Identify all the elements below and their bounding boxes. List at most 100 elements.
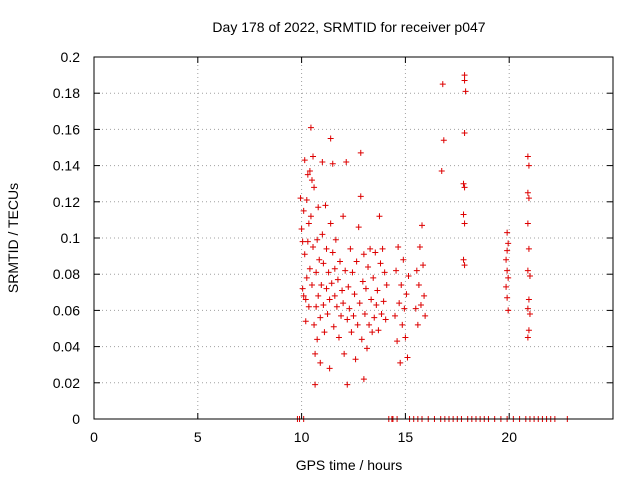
- data-point: [329, 160, 336, 167]
- data-point: [392, 312, 399, 319]
- x-tick-label: 0: [90, 429, 98, 445]
- data-point: [312, 381, 319, 388]
- data-point: [503, 256, 510, 263]
- data-point: [327, 220, 334, 227]
- data-point: [354, 321, 361, 328]
- data-point: [327, 135, 334, 142]
- data-point: [315, 292, 322, 299]
- data-point: [299, 238, 306, 245]
- y-tick-label: 0: [72, 411, 80, 427]
- data-point: [504, 294, 511, 301]
- data-point: [413, 267, 420, 274]
- data-point: [359, 278, 366, 285]
- data-point: [404, 354, 411, 361]
- plot-frame: [93, 56, 614, 420]
- data-point: [396, 300, 403, 307]
- y-tick-label: 0.04: [53, 339, 80, 355]
- data-point: [395, 244, 402, 251]
- data-point: [505, 274, 512, 281]
- data-point: [339, 287, 346, 294]
- data-point: [342, 267, 349, 274]
- y-tick-label: 0.02: [53, 375, 80, 391]
- data-point: [414, 321, 421, 328]
- data-point: [340, 213, 347, 220]
- x-tick-label: 20: [501, 429, 517, 445]
- data-point: [299, 285, 306, 292]
- data-point: [398, 282, 405, 289]
- data-point: [316, 256, 323, 263]
- data-point: [400, 256, 407, 263]
- x-tick-label: 5: [194, 429, 202, 445]
- data-point: [323, 285, 330, 292]
- y-tick-label: 0.18: [53, 85, 80, 101]
- data-points: [294, 72, 571, 422]
- data-point: [460, 180, 467, 187]
- data-point: [366, 321, 373, 328]
- data-point: [373, 301, 380, 308]
- data-point: [397, 359, 404, 366]
- data-point: [365, 263, 372, 270]
- data-point: [362, 285, 369, 292]
- data-point: [300, 207, 307, 214]
- data-point: [322, 202, 329, 209]
- data-point: [376, 213, 383, 220]
- data-point: [503, 283, 510, 290]
- data-point: [355, 224, 362, 231]
- data-point: [374, 287, 381, 294]
- data-point: [524, 305, 531, 312]
- data-point: [326, 296, 333, 303]
- data-point: [324, 311, 331, 318]
- data-point: [312, 350, 319, 357]
- data-point: [338, 312, 345, 319]
- data-point: [382, 316, 389, 323]
- data-point: [306, 265, 313, 272]
- data-point: [526, 311, 533, 318]
- data-point: [304, 171, 311, 178]
- data-point: [343, 158, 350, 165]
- data-point: [460, 256, 467, 263]
- data-point: [357, 193, 364, 200]
- data-point: [298, 225, 305, 232]
- data-point: [504, 229, 511, 236]
- data-point: [321, 329, 328, 336]
- data-point: [329, 249, 336, 256]
- data-point: [301, 157, 308, 164]
- data-point: [332, 236, 339, 243]
- data-point: [337, 258, 344, 265]
- data-point: [310, 244, 317, 251]
- data-point: [383, 282, 390, 289]
- data-point: [350, 312, 357, 319]
- data-point: [305, 220, 312, 227]
- x-tick-label: 15: [398, 429, 414, 445]
- data-point: [462, 88, 469, 95]
- data-point: [326, 365, 333, 372]
- data-point: [421, 292, 428, 299]
- data-point: [412, 305, 419, 312]
- y-tick-label: 0.08: [53, 266, 80, 282]
- data-point: [369, 329, 376, 336]
- data-point: [415, 282, 422, 289]
- data-point: [341, 350, 348, 357]
- y-tick-label: 0.06: [53, 302, 80, 318]
- y-tick-label: 0.14: [53, 158, 80, 174]
- data-point: [311, 184, 318, 191]
- grid-lines: [94, 57, 613, 419]
- data-point: [353, 258, 360, 265]
- data-point: [402, 334, 409, 341]
- data-point: [399, 321, 406, 328]
- data-point: [403, 291, 410, 298]
- data-point: [308, 177, 315, 184]
- data-point: [301, 251, 308, 258]
- data-point: [307, 124, 314, 131]
- data-point: [304, 238, 311, 245]
- data-point: [313, 303, 320, 310]
- data-point: [361, 311, 368, 318]
- data-point: [313, 269, 320, 276]
- data-point: [401, 305, 408, 312]
- data-point: [405, 273, 412, 280]
- data-point: [320, 260, 327, 267]
- data-point: [360, 251, 367, 258]
- data-point: [371, 314, 378, 321]
- data-point: [340, 300, 347, 307]
- y-tick-label: 0.16: [53, 121, 80, 137]
